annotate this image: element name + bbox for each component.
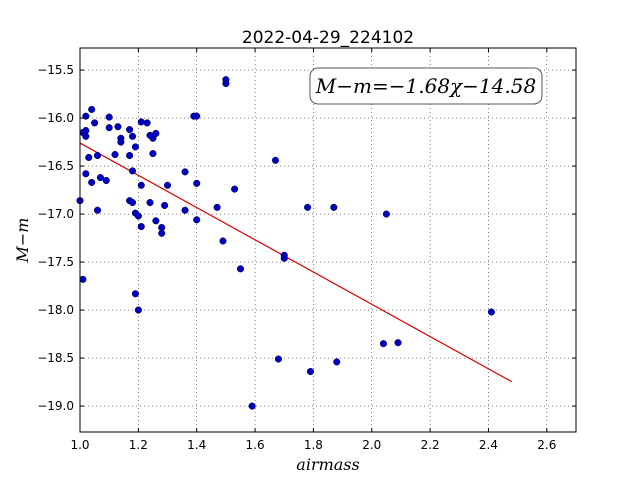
y-tick-label: −16.0	[37, 111, 74, 125]
data-point	[96, 174, 104, 182]
y-tick-label: −17.0	[37, 207, 74, 221]
data-point	[382, 210, 390, 218]
data-point	[222, 79, 230, 88]
y-axis-label: M−m	[13, 218, 32, 264]
data-point	[379, 340, 387, 348]
data-point	[143, 119, 151, 127]
x-tick-label: 2.2	[421, 438, 440, 452]
data-point	[137, 223, 145, 231]
annotation-box	[309, 67, 543, 105]
data-point	[236, 265, 245, 273]
data-point	[111, 151, 119, 159]
data-point	[274, 355, 282, 363]
data-point	[128, 199, 137, 207]
ticks	[79, 48, 576, 432]
data-point	[82, 112, 90, 120]
x-tick-label: 1.4	[187, 438, 206, 452]
data-point	[82, 170, 90, 178]
data-point	[126, 126, 134, 134]
data-point	[330, 203, 338, 211]
data-point	[128, 167, 137, 175]
data-point	[271, 156, 280, 164]
fit-annotation: M−m=−1.68χ−14.58	[309, 67, 543, 105]
data-point	[193, 112, 201, 120]
plot-background	[80, 48, 576, 432]
data-point	[149, 150, 157, 158]
data-point	[158, 229, 166, 237]
data-point	[131, 290, 139, 298]
data-points	[76, 76, 495, 410]
x-tick-label: 2.6	[537, 438, 556, 452]
data-point	[231, 185, 239, 193]
data-point	[306, 367, 315, 376]
data-point	[248, 402, 256, 410]
x-tick-label: 1.8	[304, 438, 323, 452]
data-point	[181, 168, 189, 176]
y-tick-label: −18.5	[37, 351, 74, 365]
data-point	[88, 105, 96, 113]
fit-line-group	[79, 142, 513, 383]
y-tick-label: −18.0	[37, 303, 74, 317]
data-point	[134, 212, 142, 220]
data-point	[137, 181, 145, 189]
y-tick-label: −17.5	[37, 255, 74, 269]
x-axis-label: airmass	[296, 455, 359, 474]
data-point	[394, 339, 402, 347]
data-point	[146, 199, 154, 207]
data-point	[304, 203, 312, 211]
data-point	[163, 181, 172, 189]
annotation-text: M−m=−1.68χ−14.58	[315, 74, 536, 98]
x-tick-label: 1.2	[129, 438, 148, 452]
y-tick-label: −15.5	[37, 63, 74, 77]
data-point	[126, 151, 134, 160]
data-point	[85, 153, 93, 161]
data-point	[79, 275, 87, 283]
data-point	[131, 143, 139, 151]
data-point	[152, 217, 160, 225]
x-tick-labels: 1.0 1.2 1.4 1.6 1.8 2.0 2.2 2.4 2.6	[70, 438, 556, 452]
x-tick-label: 1.0	[70, 438, 89, 452]
data-point	[219, 237, 227, 245]
chart-title: 2022-04-29_224102	[242, 28, 414, 48]
data-point	[161, 201, 169, 209]
data-point	[152, 129, 160, 137]
data-point	[82, 127, 90, 135]
data-point	[105, 124, 113, 132]
y-tick-label: −19.0	[37, 399, 74, 413]
data-point	[181, 206, 189, 214]
data-point	[193, 216, 201, 224]
y-tick-label: −16.5	[37, 159, 74, 173]
data-point	[117, 138, 125, 146]
data-point	[114, 123, 122, 131]
data-point	[93, 151, 102, 160]
data-point	[88, 178, 96, 186]
data-point	[105, 113, 113, 121]
data-point	[213, 203, 221, 211]
data-point	[91, 119, 99, 127]
data-point	[137, 118, 145, 126]
y-tick-labels: −15.5 −16.0 −16.5 −17.0 −17.5 −18.0 −18.5 −19.0	[37, 63, 74, 413]
fit-line	[79, 142, 513, 383]
x-tick-label: 1.6	[246, 438, 265, 452]
data-point	[93, 206, 102, 214]
data-point	[333, 358, 341, 366]
data-point	[134, 306, 142, 314]
data-point	[128, 132, 137, 140]
plot-frame	[79, 47, 577, 433]
data-point	[193, 179, 201, 187]
data-point	[487, 308, 495, 316]
x-tick-label: 2.4	[479, 438, 498, 452]
x-tick-label: 2.0	[362, 438, 381, 452]
data-point	[102, 176, 110, 185]
data-point	[280, 254, 288, 262]
